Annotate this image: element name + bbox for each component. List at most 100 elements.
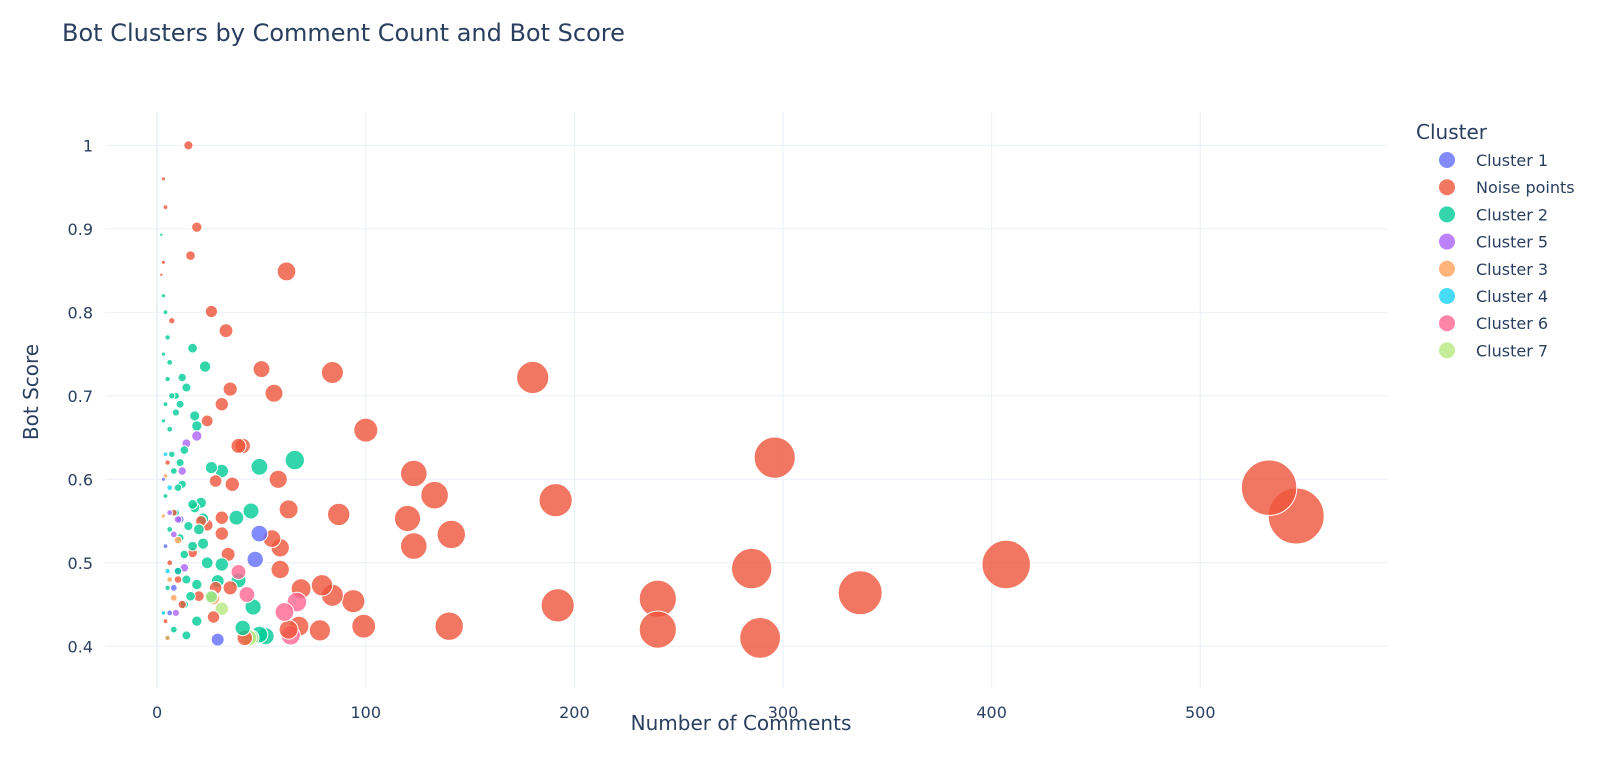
data-point-cluster-2[interactable] [169,467,178,475]
data-point-noise-points[interactable] [208,474,223,488]
data-point-noise-points[interactable] [200,414,214,428]
data-point-cluster-2[interactable] [189,410,201,422]
data-point-cluster-2[interactable] [181,630,192,641]
data-point-cluster-2[interactable] [175,399,185,409]
legend-item-label[interactable]: Noise points [1476,178,1575,197]
data-point-cluster-2[interactable] [214,557,230,572]
data-point-noise-points[interactable] [341,589,366,614]
data-point-cluster-3[interactable] [164,634,171,642]
data-point-noise-points[interactable] [173,575,183,584]
data-point-noise-points[interactable] [731,547,773,590]
data-point-cluster-6[interactable] [230,564,247,580]
data-point-cluster-2[interactable] [191,420,203,432]
data-point-noise-points[interactable] [270,559,290,580]
data-point-cluster-2[interactable] [166,526,174,533]
data-point-cluster-2[interactable] [193,523,205,536]
data-point-noise-points[interactable] [222,381,238,397]
data-point-noise-points[interactable] [191,221,203,233]
data-point-noise-points[interactable] [638,610,677,649]
data-point-noise-points[interactable] [214,397,230,412]
data-point-noise-points[interactable] [214,510,230,525]
data-point-cluster-1[interactable] [250,524,269,543]
data-point-cluster-2[interactable] [168,450,176,458]
data-point-noise-points[interactable] [327,502,351,527]
data-point-cluster-2[interactable] [204,461,218,475]
data-point-noise-points[interactable] [400,459,428,488]
data-point-cluster-1[interactable] [166,609,174,617]
data-point-cluster-2[interactable] [197,537,210,550]
data-point-noise-points[interactable] [516,360,550,395]
data-point-cluster-5[interactable] [177,466,187,476]
data-point-noise-points[interactable] [168,317,176,325]
data-point-noise-points[interactable] [540,588,575,623]
data-point-noise-points[interactable] [206,610,221,624]
data-point-cluster-2[interactable] [198,360,212,373]
data-point-cluster-2[interactable] [179,549,190,560]
data-point-noise-points[interactable] [214,526,230,541]
data-point-noise-points[interactable] [162,204,169,211]
data-point-noise-points[interactable] [538,483,573,518]
data-point-cluster-4[interactable] [162,451,169,458]
data-point-noise-points[interactable] [753,436,796,479]
data-point-noise-points[interactable] [436,519,466,550]
data-point-cluster-2[interactable] [185,590,196,602]
data-point-noise-points[interactable] [400,532,428,560]
data-point-cluster-2[interactable] [228,509,245,526]
data-point-noise-points[interactable] [159,272,164,277]
data-point-noise-points[interactable] [278,499,299,520]
data-point-cluster-2[interactable] [250,457,269,476]
data-point-noise-points[interactable] [981,539,1031,590]
data-point-cluster-2[interactable] [160,351,166,357]
data-point-cluster-2[interactable] [166,425,174,433]
legend-item-label[interactable]: Cluster 4 [1476,287,1548,306]
data-point-cluster-2[interactable] [164,584,171,591]
data-point-noise-points[interactable] [185,250,196,261]
data-point-cluster-2[interactable] [234,619,251,637]
data-point-noise-points[interactable] [308,619,331,642]
data-point-cluster-2[interactable] [173,483,183,493]
data-point-noise-points[interactable] [739,617,781,659]
data-point-cluster-2[interactable] [187,498,199,510]
data-point-noise-points[interactable] [183,140,194,151]
data-point-cluster-2[interactable] [162,401,169,408]
data-point-cluster-7[interactable] [214,601,230,616]
data-point-cluster-1[interactable] [162,543,169,549]
legend-item-label[interactable]: Cluster 7 [1476,341,1548,360]
data-point-noise-points[interactable] [222,580,238,596]
data-point-noise-points[interactable] [177,599,187,610]
data-point-cluster-5[interactable] [191,430,203,442]
data-point-noise-points[interactable] [310,574,334,597]
data-point-cluster-4[interactable] [164,567,171,575]
data-point-noise-points[interactable] [278,619,299,640]
data-point-cluster-7[interactable] [204,590,218,604]
data-point-noise-points[interactable] [276,261,297,282]
data-point-cluster-2[interactable] [177,372,187,383]
data-point-cluster-3[interactable] [173,535,183,545]
data-point-noise-points[interactable] [1240,459,1298,516]
data-point-noise-points[interactable] [230,437,247,454]
data-point-cluster-2[interactable] [187,540,199,552]
data-point-cluster-2[interactable] [242,502,260,520]
data-point-noise-points[interactable] [268,469,288,489]
data-point-cluster-2[interactable] [160,293,166,299]
data-point-cluster-2[interactable] [162,493,169,499]
data-point-cluster-1[interactable] [169,583,178,592]
data-point-cluster-3[interactable] [166,576,174,583]
legend-item-label[interactable]: Cluster 6 [1476,314,1548,333]
data-point-cluster-2[interactable] [162,309,169,316]
data-point-noise-points[interactable] [353,417,379,443]
data-point-cluster-1[interactable] [246,550,264,569]
data-point-noise-points[interactable] [351,613,377,639]
data-point-cluster-3[interactable] [169,593,178,602]
data-point-noise-points[interactable] [218,323,234,339]
data-point-cluster-2[interactable] [166,359,174,366]
data-point-noise-points[interactable] [837,570,883,616]
data-point-noise-points[interactable] [160,176,166,182]
data-point-cluster-2[interactable] [181,382,192,393]
data-point-cluster-2[interactable] [164,334,171,341]
data-point-cluster-2[interactable] [179,445,190,455]
data-point-cluster-5[interactable] [171,608,180,618]
data-point-noise-points[interactable] [252,360,271,379]
data-point-noise-points[interactable] [320,361,344,384]
data-point-cluster-2[interactable] [200,556,214,570]
